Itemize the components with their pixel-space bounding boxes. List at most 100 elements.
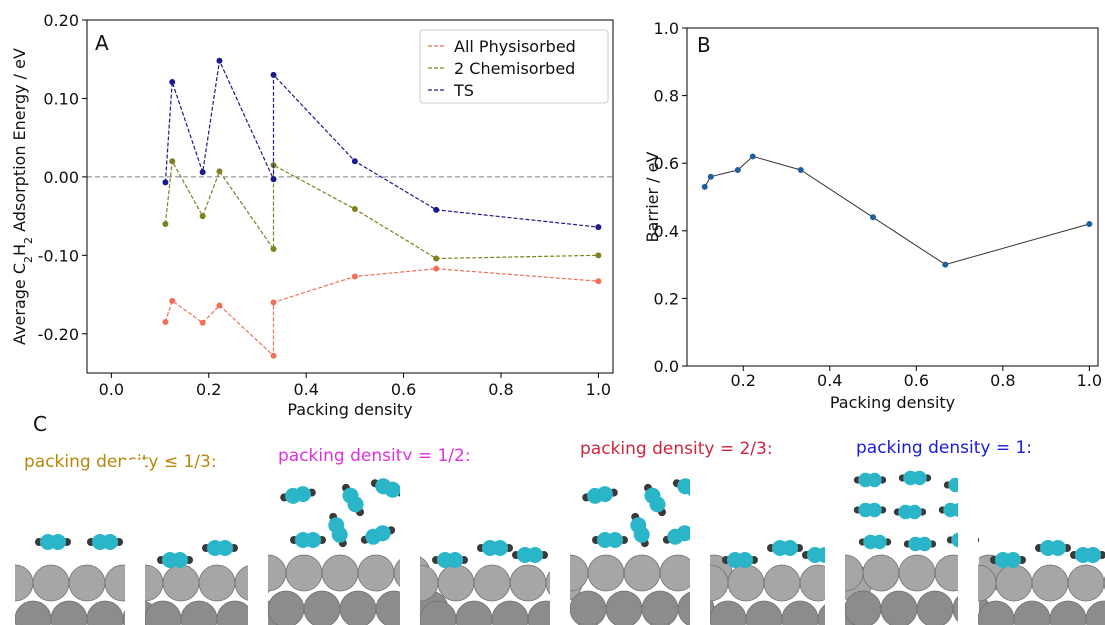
carbon-atom bbox=[347, 496, 364, 513]
acetylene-molecule bbox=[202, 540, 238, 556]
data-point bbox=[701, 183, 708, 190]
acetylene-molecule bbox=[360, 525, 396, 545]
acetylene-molecule bbox=[898, 470, 932, 486]
acetylene-molecule bbox=[582, 486, 618, 504]
packing-label-half: packing density = 1/2: bbox=[278, 446, 471, 466]
carbon-atom bbox=[737, 552, 753, 568]
x-tick-label: 0.8 bbox=[488, 380, 513, 399]
metal-atom bbox=[1013, 600, 1051, 625]
y-tick-label: 0.0 bbox=[654, 357, 679, 376]
carbon-atom bbox=[172, 552, 188, 568]
metal-atom bbox=[898, 554, 936, 592]
y-tick-label: 1.0 bbox=[654, 19, 679, 38]
data-point bbox=[169, 297, 176, 304]
packing-label-two-thirds: packing density = 2/3: bbox=[580, 439, 773, 459]
plot-frame bbox=[86, 19, 614, 374]
carbon-atom bbox=[217, 540, 233, 556]
x-tick-label: 0.4 bbox=[293, 380, 318, 399]
clip-left bbox=[550, 460, 570, 625]
acetylene-molecule bbox=[893, 504, 927, 520]
x-tick-label: 0.8 bbox=[990, 371, 1015, 390]
acetylene-molecule bbox=[644, 483, 666, 517]
acetylene-molecule bbox=[342, 483, 364, 517]
carbon-atom bbox=[294, 486, 311, 503]
legend-entry: All Physisorbed bbox=[454, 37, 576, 56]
barrier-line bbox=[704, 155, 1090, 266]
x-tick-label: 0.2 bbox=[196, 380, 221, 399]
data-point bbox=[270, 352, 277, 359]
data-point bbox=[797, 166, 804, 173]
carbon-atom bbox=[492, 540, 508, 556]
data-point bbox=[216, 302, 223, 309]
metal-atom bbox=[862, 554, 900, 592]
chart-b: 0.2 0.4 0.6 0.8 1.0 0.0 0.2 0.4 0.6 0.8 1.0 Packing… bbox=[643, 19, 1102, 412]
panel-c-label: C bbox=[33, 412, 47, 436]
clip-left bbox=[690, 460, 710, 625]
metal-atom bbox=[605, 590, 643, 625]
carbon-atom bbox=[782, 540, 798, 556]
metal-atom bbox=[491, 600, 529, 625]
carbon-atom bbox=[649, 496, 666, 513]
metal-atom bbox=[1067, 564, 1105, 602]
data-point bbox=[169, 78, 176, 85]
carbon-atom bbox=[447, 552, 463, 568]
acetylene-molecule bbox=[87, 534, 123, 550]
clip-left bbox=[825, 460, 845, 625]
metal-atom bbox=[623, 554, 661, 592]
acetylene-molecule bbox=[280, 486, 316, 504]
y-tick-label: 0.4 bbox=[654, 222, 679, 241]
data-point bbox=[216, 168, 223, 175]
acetylene-molecule bbox=[512, 547, 548, 563]
data-point bbox=[162, 179, 169, 186]
acetylene-molecule bbox=[35, 534, 71, 550]
data-point bbox=[595, 252, 602, 259]
acetylene-molecule bbox=[767, 540, 803, 556]
y-axis-label-part: Average C bbox=[10, 263, 29, 345]
metal-atom bbox=[781, 600, 819, 625]
x-axis-label: Packing density bbox=[830, 393, 955, 412]
chart-a: 0.0 0.2 0.4 0.6 0.8 1.0 -0.20 -0.10 0.00 0.10 0.20… bbox=[10, 11, 614, 419]
metal-atom bbox=[339, 590, 377, 625]
molecular-snapshots bbox=[0, 460, 1105, 625]
y-tick-label: -0.20 bbox=[38, 325, 79, 344]
y-tick-label: -0.10 bbox=[38, 246, 79, 265]
clip-left bbox=[0, 460, 15, 625]
carbon-atom bbox=[384, 481, 401, 498]
metal-atom bbox=[995, 564, 1033, 602]
data-point bbox=[162, 220, 169, 227]
carbon-atom bbox=[102, 534, 118, 550]
data-point bbox=[870, 214, 877, 221]
carbon-atom bbox=[912, 470, 927, 486]
data-point bbox=[595, 278, 602, 285]
metal-atom bbox=[50, 600, 88, 625]
series-line-1 bbox=[164, 159, 599, 260]
carbon-atom bbox=[1050, 540, 1066, 556]
data-point bbox=[199, 169, 206, 176]
data-point bbox=[595, 224, 602, 231]
metal-atom bbox=[1031, 564, 1069, 602]
metal-atom bbox=[455, 600, 493, 625]
snapshot-7 bbox=[958, 460, 1105, 625]
y-tick-label: 0.6 bbox=[654, 154, 679, 173]
panel-a-label: A bbox=[95, 31, 109, 55]
metal-atom bbox=[198, 564, 236, 602]
x-tick-label: 1.0 bbox=[586, 380, 611, 399]
y-axis-label: Average C2H2 Adsorption Energy / eV bbox=[10, 48, 35, 345]
y-tick-label: 0.00 bbox=[43, 168, 79, 187]
packing-label-one: packing density = 1: bbox=[856, 438, 1033, 458]
data-point bbox=[216, 57, 223, 64]
metal-atom bbox=[86, 600, 124, 625]
carbon-atom bbox=[907, 504, 922, 520]
metal-atom bbox=[1085, 600, 1105, 625]
carbon-atom bbox=[331, 526, 348, 543]
data-point bbox=[351, 273, 358, 280]
data-point bbox=[270, 246, 277, 253]
carbon-atom bbox=[596, 486, 613, 503]
acetylene-molecule bbox=[157, 552, 193, 568]
data-point bbox=[942, 261, 949, 268]
acetylene-molecule bbox=[592, 532, 628, 548]
metal-atom bbox=[709, 600, 747, 625]
x-tick-label: 0.2 bbox=[731, 371, 756, 390]
y-tick-label: 0.10 bbox=[43, 89, 79, 108]
